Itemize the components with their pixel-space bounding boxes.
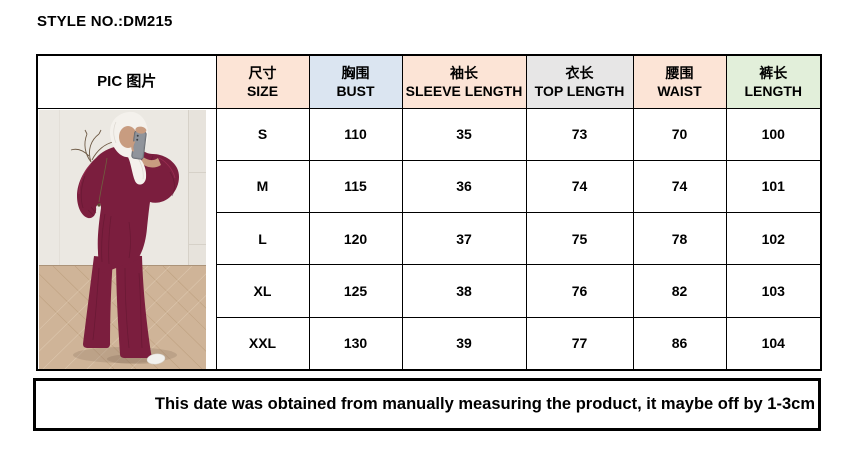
column-header-pants-length: 裤长 LENGTH bbox=[725, 54, 822, 109]
column-header-en: SIZE bbox=[246, 82, 279, 99]
note-text: This date was obtained from manually mea… bbox=[154, 395, 815, 413]
top-length-value: 74 bbox=[525, 159, 634, 214]
sleeve-length-value: 39 bbox=[401, 316, 527, 371]
top-garment bbox=[77, 144, 179, 273]
pants-length-value: 104 bbox=[725, 316, 822, 371]
model-illustration bbox=[39, 109, 206, 369]
waist-value: 70 bbox=[632, 107, 727, 161]
size-row: M 115 36 74 74 101 bbox=[37, 159, 822, 214]
header-row: PIC 图片 尺寸 SIZE 胸围 BUST 袖长 SLEEVE LENGTH … bbox=[36, 54, 822, 109]
waist-value: 74 bbox=[632, 159, 727, 214]
column-header-zh: 腰围 bbox=[665, 64, 694, 81]
sleeve-length-value: 37 bbox=[401, 212, 527, 266]
shoe bbox=[146, 353, 166, 364]
phone bbox=[131, 126, 147, 160]
size-cell: M bbox=[215, 159, 310, 214]
column-header-sleeve-length: 袖长 SLEEVE LENGTH bbox=[401, 54, 527, 109]
strap-tassel bbox=[97, 202, 101, 207]
pants-length-value: 101 bbox=[725, 159, 822, 214]
column-header-size: 尺寸 SIZE bbox=[215, 54, 310, 109]
bust-value: 125 bbox=[308, 264, 403, 318]
pic-column-header: PIC 图片 bbox=[36, 54, 217, 109]
size-row: XXL 130 39 77 86 104 bbox=[37, 316, 822, 371]
hijab-drape bbox=[128, 153, 147, 185]
phone-camera-dot bbox=[136, 134, 139, 137]
sleeve-length-value: 36 bbox=[401, 159, 527, 214]
pants-left-leg bbox=[83, 255, 113, 348]
pants-length-value: 100 bbox=[725, 107, 822, 161]
sleeve-length-value: 35 bbox=[401, 107, 527, 161]
size-row: L 120 37 75 78 102 bbox=[37, 212, 822, 266]
top-highlights bbox=[78, 157, 176, 194]
bust-value: 120 bbox=[308, 212, 403, 266]
top-length-value: 77 bbox=[525, 316, 634, 371]
sleeve-length-value: 38 bbox=[401, 264, 527, 318]
size-row: XL 125 38 76 82 103 bbox=[37, 264, 822, 318]
pants-length-value: 102 bbox=[725, 212, 822, 266]
raised-arm bbox=[141, 156, 161, 167]
product-photo-cell bbox=[36, 107, 217, 370]
size-cell: XXL bbox=[215, 316, 310, 371]
size-table: PIC 图片 尺寸 SIZE 胸围 BUST 袖长 SLEEVE LENGTH … bbox=[36, 54, 822, 371]
column-header-zh: 胸围 bbox=[341, 64, 370, 81]
top-length-value: 76 bbox=[525, 264, 634, 318]
waist-value: 86 bbox=[632, 316, 727, 371]
wall-panel-shade bbox=[188, 109, 206, 266]
face bbox=[119, 125, 137, 148]
size-row: S 110 35 73 70 100 bbox=[36, 107, 822, 370]
style-number-label: STYLE NO.:DM215 bbox=[37, 13, 173, 30]
product-photo bbox=[39, 109, 206, 369]
hand bbox=[135, 126, 147, 134]
phone-camera-dot bbox=[136, 138, 139, 141]
column-header-en: WAIST bbox=[657, 82, 702, 99]
size-cell: L bbox=[215, 212, 310, 266]
column-header-zh: 尺寸 bbox=[248, 64, 277, 81]
model-figure bbox=[77, 111, 179, 364]
column-header-en: LENGTH bbox=[744, 82, 803, 99]
column-header-zh: 裤长 bbox=[759, 64, 788, 81]
pants-length-value: 103 bbox=[725, 264, 822, 318]
column-header-en: SLEEVE LENGTH bbox=[405, 82, 523, 99]
top-length-value: 73 bbox=[525, 107, 634, 161]
bust-value: 130 bbox=[308, 316, 403, 371]
thumb bbox=[131, 140, 136, 151]
column-header-bust: 胸围 BUST bbox=[308, 54, 403, 109]
size-cell: XL bbox=[215, 264, 310, 318]
column-header-waist: 腰围 WAIST bbox=[632, 54, 727, 109]
top-length-value: 75 bbox=[525, 212, 634, 266]
bust-value: 110 bbox=[308, 107, 403, 161]
wall-panel-lines bbox=[188, 109, 206, 266]
column-header-top-length: 衣长 TOP LENGTH bbox=[525, 54, 634, 109]
pants-folds bbox=[92, 267, 143, 348]
bust-value: 115 bbox=[308, 159, 403, 214]
column-header-zh: 袖长 bbox=[450, 64, 478, 81]
hijab-folds bbox=[113, 121, 144, 179]
note-box: This date was obtained from manually mea… bbox=[33, 378, 821, 431]
waist-value: 82 bbox=[632, 264, 727, 318]
column-header-en: BUST bbox=[336, 82, 375, 99]
size-cell: S bbox=[215, 107, 310, 161]
column-header-en: TOP LENGTH bbox=[534, 82, 625, 99]
bag-strap bbox=[98, 157, 108, 202]
column-header-zh: 衣长 bbox=[565, 64, 594, 81]
waist-value: 78 bbox=[632, 212, 727, 266]
